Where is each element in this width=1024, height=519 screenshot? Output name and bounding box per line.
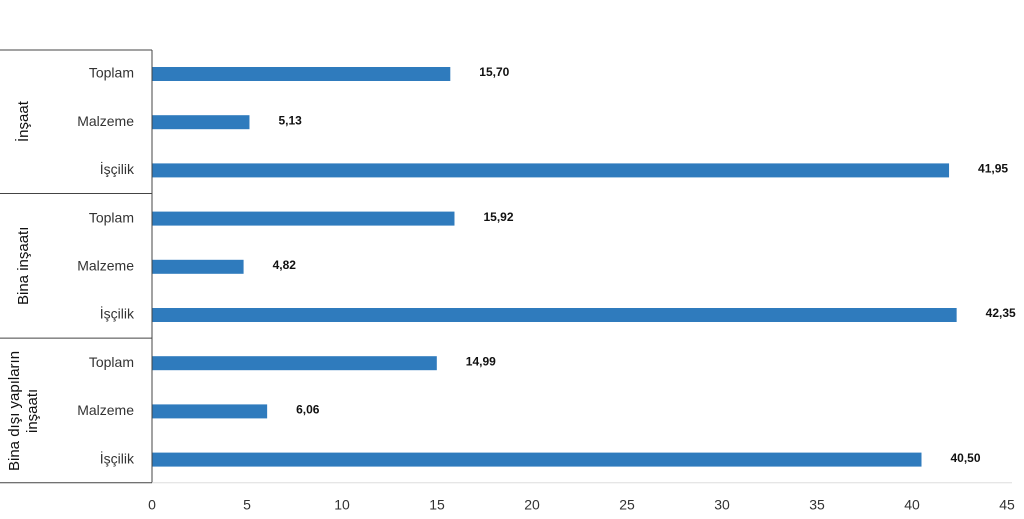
x-tick-label: 20 [524,497,540,513]
value-label: 14,99 [466,354,496,368]
x-tick-label: 45 [999,497,1015,513]
value-label: 41,95 [978,162,1008,176]
value-label: 4,82 [273,258,297,272]
category-label: Toplam [89,354,134,370]
category-label: Malzeme [77,113,134,129]
category-label: Toplam [89,209,134,225]
bar [152,67,451,81]
category-label: İşçilik [100,305,135,322]
value-label: 5,13 [278,113,302,127]
value-label: 40,50 [951,451,981,465]
bar [152,452,922,467]
category-label: Toplam [89,65,134,81]
bar [152,404,268,419]
bar [152,259,244,274]
x-tick-label: 15 [429,497,445,513]
group-label: Bina dışı yapıların inşaatı [6,350,41,471]
bar [152,356,437,371]
x-tick-label: 10 [334,497,350,513]
value-label: 42,35 [986,306,1016,320]
category-label: Malzeme [77,258,134,274]
value-label: 6,06 [296,403,320,417]
x-tick-label: 5 [243,497,251,513]
category-label: İşçilik [100,160,135,177]
value-label: 15,70 [479,65,509,79]
x-tick-label: 35 [809,497,825,513]
x-tick-label: 25 [619,497,635,513]
x-tick-label: 40 [904,497,920,513]
category-label: İşçilik [100,449,135,466]
value-label: 15,92 [483,210,513,224]
group-label: İnşaat [15,101,32,143]
bar [152,308,957,322]
category-label: Malzeme [77,402,134,418]
bar [152,163,950,178]
group-label: Bina inşaatı [15,227,32,306]
x-tick-label: 0 [148,497,156,513]
x-tick-label: 30 [714,497,730,513]
bar [152,211,455,226]
bar [152,115,250,130]
